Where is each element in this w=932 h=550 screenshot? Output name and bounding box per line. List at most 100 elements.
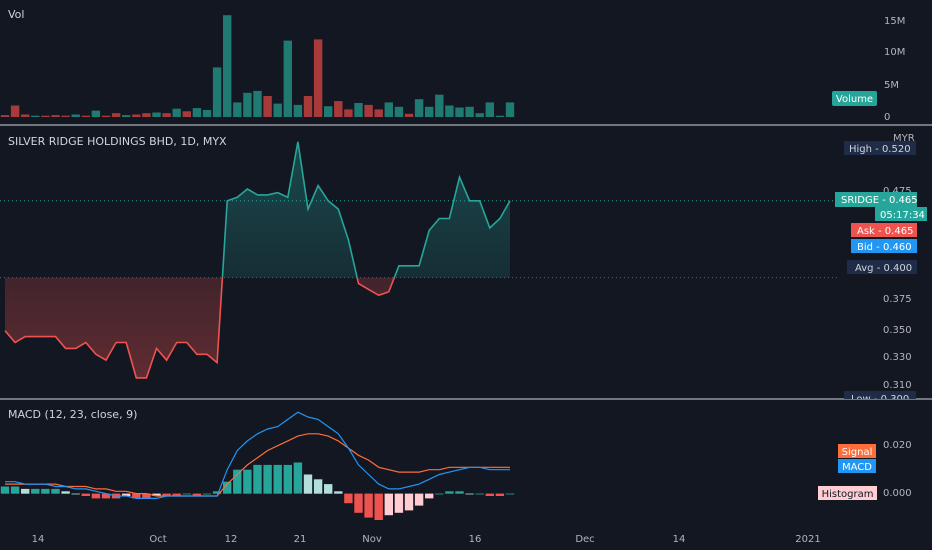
histogram-badge-label: Histogram bbox=[822, 489, 874, 500]
time-axis[interactable]: 14 Oct 12 21 Nov 16 Dec 14 2021 bbox=[32, 534, 821, 545]
macd-histogram-bar bbox=[41, 488, 50, 494]
volume-bar bbox=[202, 110, 212, 117]
volume-bar bbox=[132, 114, 141, 117]
volume-y-tick: 5M bbox=[884, 80, 899, 91]
macd-histogram-bar bbox=[465, 493, 474, 495]
volume-bar bbox=[142, 113, 151, 117]
volume-bar bbox=[212, 67, 222, 117]
volume-bar bbox=[293, 104, 303, 117]
ask-label[interactable]: Ask - 0.465 bbox=[851, 223, 917, 237]
macd-histogram-bar bbox=[354, 493, 363, 513]
ask-text: Ask - 0.465 bbox=[857, 226, 913, 237]
macd-histogram-bar bbox=[61, 491, 70, 494]
macd-histogram-bar bbox=[0, 486, 10, 494]
price-y-tick: 0.330 bbox=[883, 352, 912, 363]
x-tick: 12 bbox=[225, 534, 238, 545]
macd-histogram-bar bbox=[324, 484, 333, 494]
x-tick: 14 bbox=[673, 534, 686, 545]
volume-y-tick: 10M bbox=[884, 47, 905, 58]
macd-pane-title[interactable]: MACD (12, 23, close, 9) bbox=[8, 408, 137, 421]
macd-histogram-bar bbox=[243, 469, 252, 494]
macd-histogram-bar bbox=[283, 464, 292, 494]
volume-bar bbox=[233, 102, 242, 117]
x-tick: Oct bbox=[149, 534, 166, 545]
last-price-text: SRIDGE - 0.465 bbox=[841, 195, 918, 206]
signal-line bbox=[5, 433, 510, 497]
macd-histogram-bar bbox=[233, 469, 242, 494]
macd-histogram-bar bbox=[263, 464, 272, 494]
volume-bar bbox=[445, 105, 454, 117]
volume-pane-title: Vol bbox=[8, 8, 24, 21]
volume-badge-label: Volume bbox=[836, 94, 873, 105]
x-tick: 14 bbox=[32, 534, 45, 545]
volume-bar bbox=[394, 106, 404, 117]
macd-histogram-bar bbox=[162, 493, 171, 496]
low-price-text: Low - 0.300 bbox=[851, 394, 909, 405]
macd-histogram-bar bbox=[303, 474, 313, 494]
volume-bar bbox=[152, 112, 161, 117]
countdown-label: 05:17:34 bbox=[875, 207, 927, 221]
volume-y-axis: 15M 10M 5M 0 bbox=[884, 16, 905, 123]
volume-bar bbox=[101, 115, 111, 117]
macd-histogram-bar bbox=[81, 493, 90, 496]
symbol-title[interactable]: SILVER RIDGE HOLDINGS BHD, 1D, MYX bbox=[8, 135, 227, 148]
macd-histogram-bar bbox=[475, 493, 484, 495]
currency-label: MYR bbox=[893, 133, 915, 144]
volume-bar bbox=[273, 103, 282, 117]
macd-histogram-bar bbox=[394, 493, 404, 513]
macd-histogram-bar bbox=[495, 493, 505, 496]
macd-histogram-bar bbox=[455, 491, 464, 494]
x-tick: 16 bbox=[469, 534, 482, 545]
macd-histogram-bar bbox=[293, 462, 303, 494]
volume-pane: Vol 15M 10M 5M 0 Volume bbox=[0, 8, 905, 123]
macd-histogram-bar bbox=[273, 464, 282, 494]
price-area-down bbox=[5, 277, 395, 378]
volume-bar bbox=[374, 109, 383, 117]
volume-badge[interactable]: Volume bbox=[832, 91, 877, 106]
macd-histogram-bar bbox=[51, 488, 60, 494]
bid-text: Bid - 0.460 bbox=[857, 242, 912, 253]
macd-badge[interactable]: MACD bbox=[838, 459, 876, 473]
price-area-fill bbox=[5, 141, 510, 378]
macd-y-axis: 0.020 0.000 bbox=[883, 440, 912, 499]
volume-bar bbox=[223, 15, 232, 118]
volume-bar bbox=[465, 106, 474, 117]
macd-histogram-bar bbox=[253, 464, 262, 494]
volume-bar bbox=[303, 96, 313, 117]
macd-histogram-bar bbox=[91, 493, 101, 499]
bid-label[interactable]: Bid - 0.460 bbox=[851, 239, 917, 253]
volume-bar bbox=[172, 108, 181, 117]
volume-bar bbox=[414, 99, 424, 117]
volume-bar bbox=[455, 107, 464, 117]
volume-bar bbox=[162, 113, 171, 117]
volume-bar bbox=[344, 109, 353, 117]
price-y-tick: 0.375 bbox=[883, 294, 912, 305]
high-price-label: High - 0.520 bbox=[844, 141, 916, 155]
countdown-text: 05:17:34 bbox=[880, 210, 925, 221]
macd-histogram-bar bbox=[122, 493, 131, 496]
macd-histogram-bar bbox=[404, 493, 414, 511]
last-price-label[interactable]: SRIDGE - 0.465 bbox=[835, 192, 918, 207]
volume-bar bbox=[475, 113, 484, 117]
macd-histogram-bar bbox=[505, 493, 515, 495]
avg-label[interactable]: Avg - 0.400 bbox=[847, 260, 917, 274]
macd-histogram-bar bbox=[101, 493, 111, 499]
volume-bar bbox=[91, 110, 101, 117]
volume-bar bbox=[384, 102, 393, 117]
volume-bar bbox=[243, 92, 252, 117]
x-tick: Nov bbox=[362, 534, 382, 545]
volume-bar bbox=[485, 102, 494, 117]
x-tick: 2021 bbox=[795, 534, 820, 545]
x-tick: Dec bbox=[575, 534, 594, 545]
price-y-tick: 0.350 bbox=[883, 325, 912, 336]
signal-badge[interactable]: Signal bbox=[838, 444, 876, 458]
volume-bar bbox=[71, 114, 80, 117]
volume-bars bbox=[0, 15, 515, 118]
price-y-axis: 0.475 0.375 0.350 0.330 0.310 bbox=[883, 186, 912, 391]
volume-bar bbox=[313, 39, 323, 117]
volume-bar bbox=[81, 115, 90, 117]
macd-histogram-bar bbox=[172, 493, 181, 496]
histogram-badge[interactable]: Histogram bbox=[818, 486, 877, 500]
volume-y-tick: 0 bbox=[884, 112, 890, 123]
macd-histogram-bar bbox=[334, 491, 343, 494]
